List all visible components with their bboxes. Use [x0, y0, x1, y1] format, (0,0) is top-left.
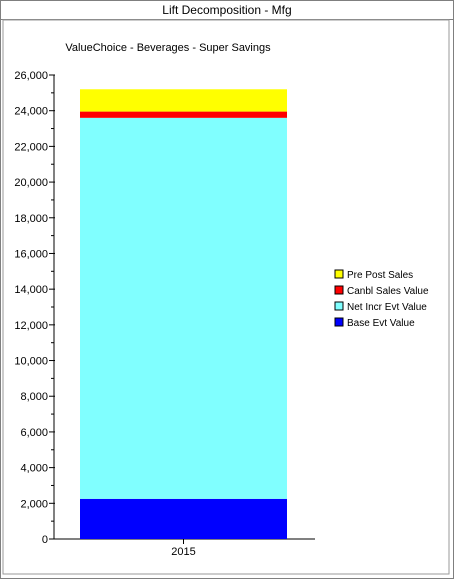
- chart-title: ValueChoice - Beverages - Super Savings: [65, 42, 271, 54]
- legend-label: Pre Post Sales: [347, 270, 413, 281]
- y-tick-label: 4,000: [20, 463, 48, 475]
- y-tick-label: 14,000: [14, 284, 48, 296]
- y-tick-label: 20,000: [14, 177, 48, 189]
- legend-label: Base Evt Value: [347, 318, 415, 329]
- y-tick-label: 2,000: [20, 498, 48, 510]
- y-tick-label: 0: [42, 534, 48, 546]
- legend-label: Canbl Sales Value: [347, 286, 429, 297]
- y-tick-label: 26,000: [14, 70, 48, 82]
- bar-segments: [80, 89, 287, 539]
- y-axis: 0 2,000 4,000 6,000 8,000 10,000 12,000 14,000 1…: [14, 70, 55, 546]
- legend-label: Net Incr Evt Value: [347, 302, 427, 313]
- bar-segment-canbl-sales-value: [80, 111, 287, 118]
- bar-segment-pre-post-sales: [80, 89, 287, 112]
- legend-swatch: [334, 285, 344, 295]
- y-tick-label: 12,000: [14, 320, 48, 332]
- legend-swatch: [334, 269, 344, 279]
- bar-segment-base-evt-value: [80, 498, 287, 539]
- y-tick-label: 24,000: [14, 106, 48, 118]
- y-tick-label: 22,000: [14, 141, 48, 153]
- y-tick-label: 8,000: [20, 391, 48, 403]
- y-tick-label: 18,000: [14, 213, 48, 225]
- bar-segment-net-incr-evt-value: [80, 117, 287, 499]
- legend-swatch: [334, 301, 344, 311]
- legend-swatch: [334, 317, 344, 327]
- y-tick-label: 16,000: [14, 248, 48, 260]
- legend: Pre Post Sales Canbl Sales Value Net Incr …: [334, 269, 429, 329]
- y-tick-label: 6,000: [20, 427, 48, 439]
- y-tick-label: 10,000: [14, 356, 48, 368]
- x-tick-label: 2015: [171, 546, 195, 558]
